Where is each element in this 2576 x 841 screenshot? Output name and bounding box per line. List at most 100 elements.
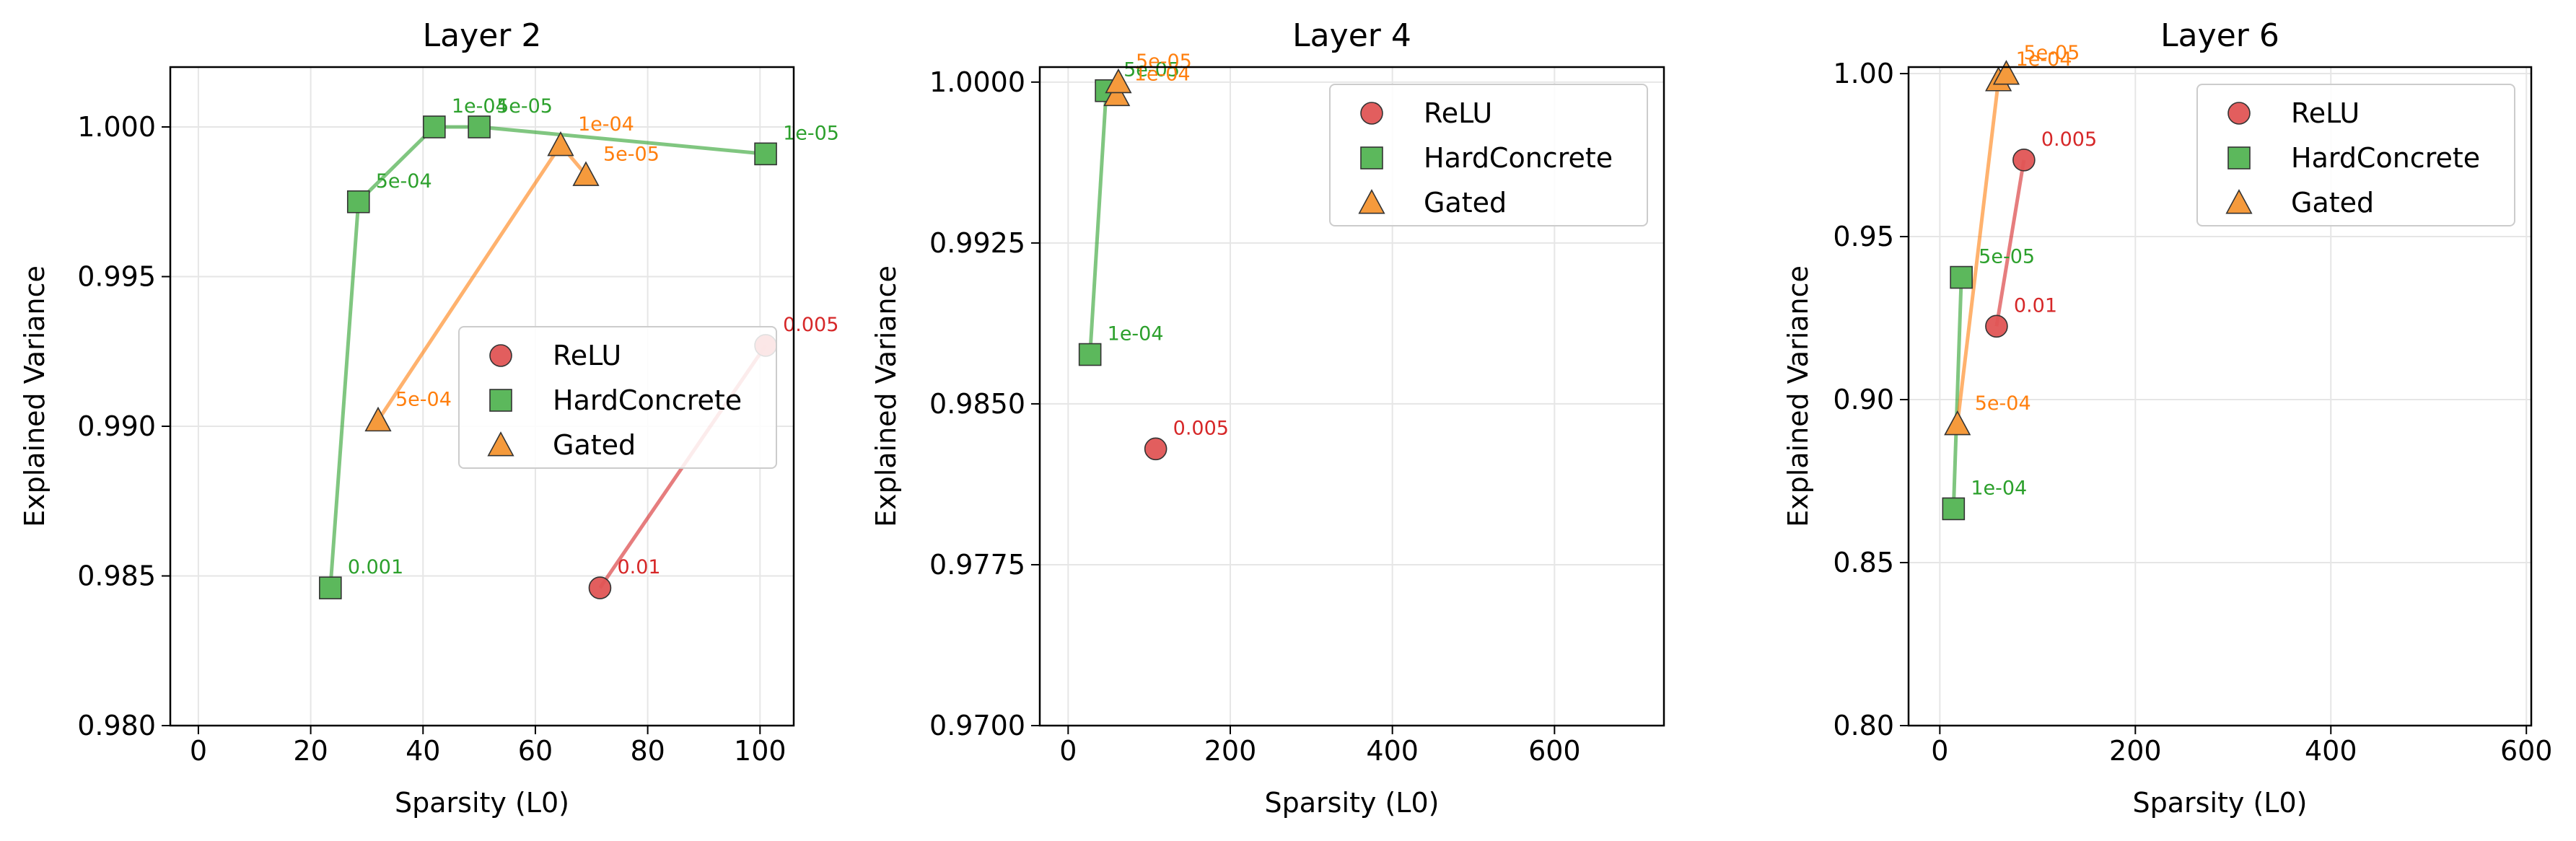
legend-label-gated: Gated: [2291, 187, 2374, 219]
legend-label-hardconcrete: HardConcrete: [2291, 142, 2480, 174]
data-point-relu: [2012, 149, 2036, 172]
data-point-gated: [572, 161, 600, 186]
x-tick-label: 0: [1931, 735, 1948, 767]
x-tick-label: 20: [293, 735, 328, 767]
data-label: 5e-05: [2023, 42, 2080, 64]
data-label: 0.005: [1173, 417, 1229, 439]
legend-label-relu: ReLU: [2291, 97, 2360, 129]
data-label: 0.01: [2014, 294, 2057, 317]
x-tick-label: 80: [630, 735, 665, 767]
x-tick-label: 40: [406, 735, 440, 767]
data-point-hardconcrete: [754, 142, 777, 166]
x-axis-label: Sparsity (L0): [2133, 787, 2308, 819]
data-point-hardconcrete: [468, 115, 491, 138]
x-tick-label: 200: [1204, 735, 1257, 767]
legend-marker-gated: [1358, 189, 1385, 214]
x-tick-label: 400: [1366, 735, 1419, 767]
legend-marker-hardconcrete: [1360, 146, 1383, 169]
data-point-relu: [1144, 437, 1167, 461]
chart-title: Layer 4: [1292, 17, 1411, 54]
legend: ReLU HardConcrete Gated: [2196, 84, 2515, 226]
data-label: 5e-04: [376, 170, 432, 193]
data-point-gated: [364, 406, 392, 432]
y-tick-label: 0.9850: [929, 388, 1025, 420]
legend-marker-relu: [2227, 102, 2251, 125]
data-label: 5e-05: [603, 143, 660, 165]
panel-layer-6: 0 200 400 600 0.80 0.85 0.90 0.95 1.00 Layer 6 Spa…: [1782, 17, 2552, 819]
legend-box: [1329, 84, 1648, 226]
data-label: 0.01: [617, 556, 660, 578]
legend-label-hardconcrete: HardConcrete: [1424, 142, 1613, 174]
y-tick-label: 0.90: [1833, 384, 1894, 415]
chart-title: Layer 2: [423, 17, 542, 54]
data-label: 1e-04: [452, 95, 508, 118]
data-point-hardconcrete: [1078, 343, 1102, 366]
data-label: 1e-05: [783, 122, 839, 144]
legend-label-gated: Gated: [1424, 187, 1507, 219]
data-point-gated: [1944, 410, 1971, 436]
data-point-gated: [547, 131, 574, 157]
x-tick-label: 0: [1059, 735, 1077, 767]
legend: ReLU HardConcrete Gated: [458, 326, 777, 469]
legend-marker-hardconcrete: [489, 389, 512, 412]
data-point-hardconcrete: [319, 576, 342, 599]
data-label: 5e-05: [496, 95, 553, 118]
data-label: 0.005: [2041, 128, 2097, 151]
data-point-hardconcrete: [423, 115, 446, 138]
y-tick-label: 1.000: [77, 111, 156, 143]
x-tick-label: 400: [2305, 735, 2357, 767]
y-tick-label: 0.9925: [929, 227, 1025, 259]
legend: ReLU HardConcrete Gated: [1329, 84, 1648, 226]
series-line-hardconcrete: [1951, 277, 1963, 509]
data-point-relu: [588, 576, 612, 599]
legend-label-hardconcrete: HardConcrete: [553, 384, 742, 416]
plot-area: [1951, 72, 2026, 509]
x-tick-label: 100: [734, 735, 787, 767]
data-label: 5e-05: [1136, 50, 1192, 73]
data-label: 0.005: [783, 314, 838, 336]
data-label: 0.001: [348, 556, 403, 578]
panel-layer-2: 0 20 40 60 80 100 0.980 0.985 0.990 0.995 1.000 Lay…: [19, 17, 839, 819]
data-label: 1e-04: [1971, 477, 2027, 499]
data-point-gated: [1103, 81, 1131, 107]
y-tick-label: 1.00: [1833, 58, 1894, 89]
panel-layer-4: 0 200 400 600 0.9700 0.9775 0.9850 0.9925 1.0000…: [870, 17, 1665, 819]
y-tick-label: 0.995: [77, 261, 156, 293]
x-tick-label: 200: [2109, 735, 2162, 767]
y-tick-label: 0.80: [1833, 710, 1894, 741]
legend-marker-relu: [1360, 102, 1383, 125]
x-tick-label: 0: [190, 735, 207, 767]
data-point-hardconcrete: [346, 190, 370, 213]
axes-frame: [1907, 66, 2533, 727]
data-label: 1e-04: [1108, 323, 1164, 345]
y-tick-label: 1.0000: [929, 66, 1025, 98]
y-tick-label: 0.85: [1833, 547, 1894, 578]
y-tick-label: 0.990: [77, 410, 156, 442]
data-point-hardconcrete: [1950, 265, 1973, 289]
x-axis-label: Sparsity (L0): [395, 787, 569, 819]
data-label: 5e-04: [1975, 392, 2031, 415]
data-label: 5e-05: [1123, 59, 1180, 82]
x-axis-label: Sparsity (L0): [1265, 787, 1440, 819]
series-line-relu: [1994, 159, 2026, 327]
series-line-hardconcrete: [1088, 90, 1108, 355]
x-tick-label: 600: [2500, 735, 2553, 767]
data-label: 1e-04: [578, 113, 634, 136]
y-axis-label: Explained Variance: [870, 265, 902, 527]
legend-marker-relu: [489, 344, 512, 367]
y-axis-label: Explained Variance: [1782, 265, 1814, 527]
legend-box: [2196, 84, 2515, 226]
legend-box: [458, 326, 777, 469]
data-point-relu: [1985, 314, 2008, 338]
y-tick-label: 0.9775: [929, 549, 1025, 581]
y-tick-label: 0.980: [77, 710, 156, 741]
axes-frame: [1038, 66, 1665, 727]
y-tick-label: 0.9700: [929, 710, 1025, 741]
x-tick-label: 600: [1528, 735, 1581, 767]
legend-label-relu: ReLU: [553, 340, 621, 371]
y-axis-label: Explained Variance: [19, 265, 51, 527]
data-label: 5e-05: [1979, 246, 2035, 268]
data-label: 5e-04: [395, 389, 452, 411]
legend-label-relu: ReLU: [1424, 97, 1492, 129]
legend-label-gated: Gated: [553, 429, 636, 461]
